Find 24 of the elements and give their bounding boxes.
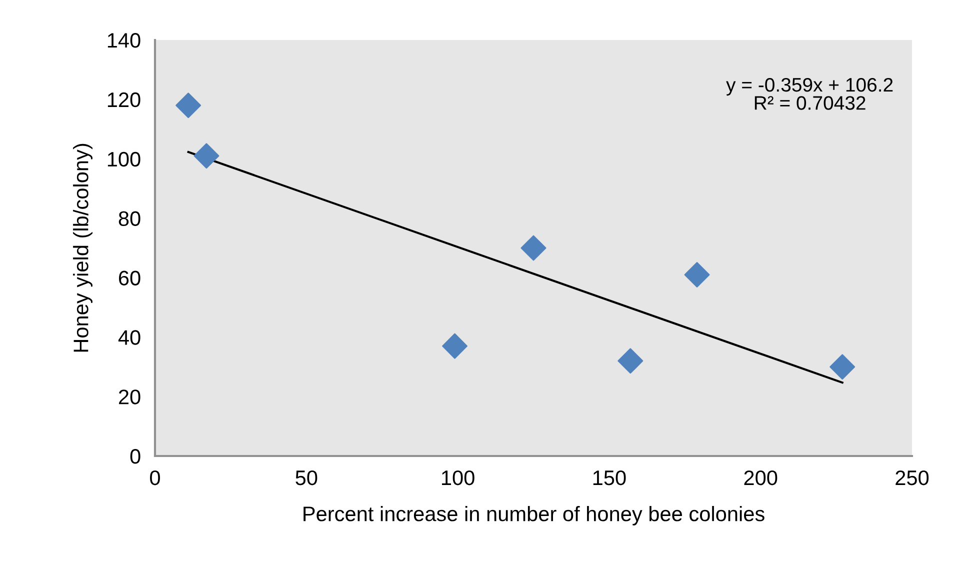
y-tick-label: 60 (119, 270, 140, 286)
x-tick-label: 150 (593, 470, 626, 486)
y-tick-label: 20 (118, 390, 140, 404)
y-tick-label: 80 (118, 211, 140, 226)
y-tick-label: 0 (130, 449, 140, 464)
y-tick-label: 100 (108, 152, 140, 167)
y-axis-title: Honey yield (lb/colony) (73, 144, 92, 352)
point (194, 143, 220, 169)
y-tick-label: 40 (118, 330, 140, 345)
x-tick-label: 100 (442, 470, 474, 486)
point (618, 348, 644, 374)
point (520, 235, 546, 261)
x-tick-label: 200 (744, 470, 778, 486)
y-tick-label: 140 (108, 33, 140, 48)
point (442, 333, 468, 359)
point (830, 354, 856, 380)
y-tick-label: 120 (108, 92, 140, 108)
x-axis-title: Percent increase in number of honey bee colonies (304, 506, 764, 526)
point (684, 262, 710, 288)
x-tick-label: 50 (296, 470, 318, 486)
point (176, 92, 202, 118)
x-tick-label: 250 (896, 470, 929, 486)
x-tick-label: 0 (150, 470, 160, 486)
annotation: y = -0.359x + 106.2 R² = 0.70432 (726, 78, 893, 110)
